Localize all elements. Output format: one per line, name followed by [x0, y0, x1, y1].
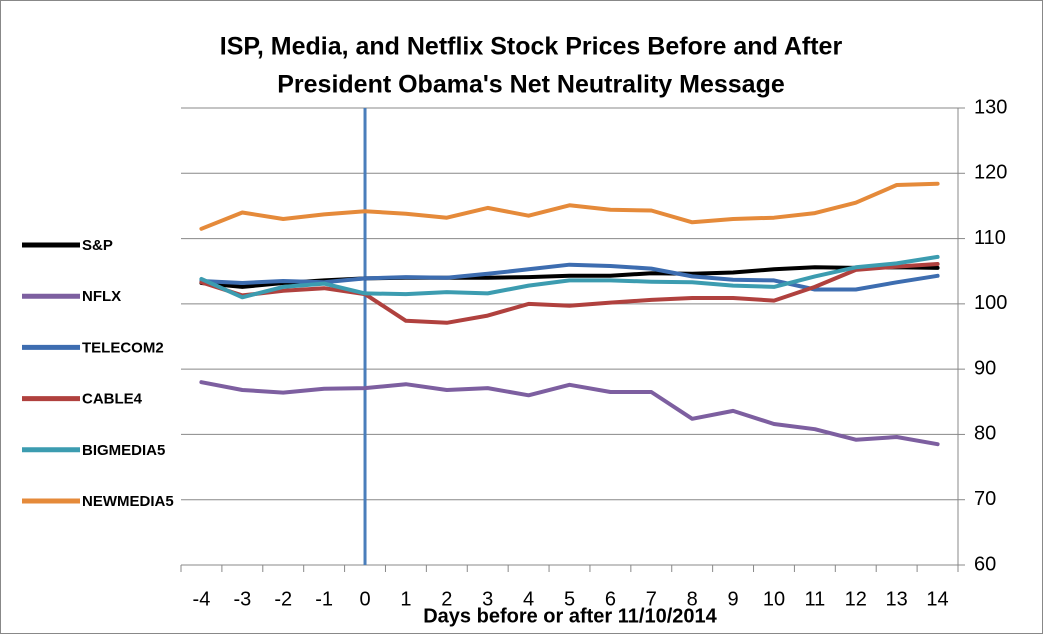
chart-title: ISP, Media, and Netflix Stock Prices Bef… [220, 33, 843, 61]
x-axis-title: Days before or after 11/10/2014 [423, 605, 717, 627]
series-line [199, 254, 940, 300]
chart-title: President Obama's Net Neutrality Message [277, 71, 785, 99]
legend-label: CABLE4 [82, 391, 143, 408]
x-tick-label: 1 [400, 588, 411, 610]
y-tick-label: 120 [974, 162, 1007, 184]
y-tick-label: 70 [974, 488, 996, 510]
x-tick-label: 8 [687, 588, 698, 610]
x-tick-label: 4 [523, 588, 534, 610]
legend-label: S&P [82, 237, 113, 254]
y-tick-label: 90 [974, 357, 996, 379]
legend-label: TELECOM2 [82, 339, 164, 356]
x-tick-label: 6 [605, 588, 616, 610]
series-line [199, 181, 940, 231]
x-tick-label: -2 [274, 588, 292, 610]
x-tick-label: 5 [564, 588, 575, 610]
y-tick-label: 110 [974, 227, 1006, 249]
y-tick-label: 80 [974, 423, 996, 445]
series-line [199, 262, 940, 325]
series-line [199, 380, 940, 447]
x-tick-label: -4 [193, 588, 211, 610]
x-tick-label: 13 [886, 588, 908, 610]
y-tick-label: 60 [974, 553, 996, 575]
x-tick-label: 12 [845, 588, 867, 610]
x-tick-label: 2 [441, 588, 452, 610]
x-tick-label: -3 [233, 588, 251, 610]
x-tick-label: 7 [646, 588, 657, 610]
x-tick-label: 3 [482, 588, 493, 610]
legend-label: NEWMEDIA5 [82, 493, 174, 510]
legend-label: NFLX [82, 288, 121, 305]
x-tick-label: 10 [763, 588, 785, 610]
y-tick-label: 130 [974, 96, 1007, 118]
x-tick-label: 11 [804, 588, 825, 610]
x-tick-label: 0 [359, 588, 370, 610]
x-tick-label: -1 [315, 588, 333, 610]
x-tick-label: 14 [926, 588, 948, 610]
legend-label: BIGMEDIA5 [82, 442, 165, 459]
y-tick-label: 100 [974, 292, 1007, 314]
x-tick-label: 9 [728, 588, 739, 610]
